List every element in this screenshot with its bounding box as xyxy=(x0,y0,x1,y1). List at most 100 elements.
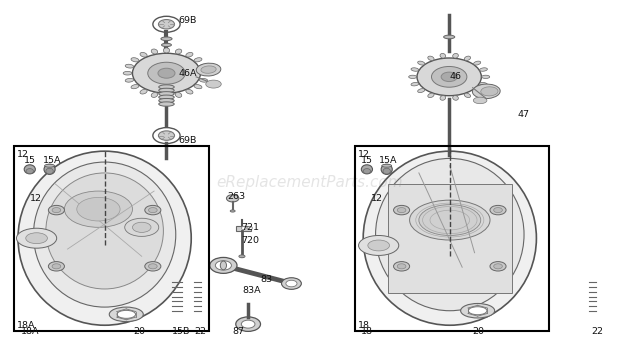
Circle shape xyxy=(149,264,157,269)
Ellipse shape xyxy=(161,100,172,104)
Text: 12: 12 xyxy=(17,150,29,159)
Circle shape xyxy=(145,205,161,215)
Circle shape xyxy=(394,262,410,271)
Ellipse shape xyxy=(419,205,480,236)
Ellipse shape xyxy=(206,80,221,88)
Text: 83: 83 xyxy=(260,276,273,284)
Ellipse shape xyxy=(428,93,434,98)
Ellipse shape xyxy=(230,210,235,212)
Ellipse shape xyxy=(159,102,174,106)
Ellipse shape xyxy=(474,61,480,65)
Ellipse shape xyxy=(44,164,55,174)
Text: 12: 12 xyxy=(358,150,370,159)
Ellipse shape xyxy=(159,98,174,103)
Ellipse shape xyxy=(199,78,208,82)
Ellipse shape xyxy=(162,43,172,47)
Ellipse shape xyxy=(461,304,495,318)
Text: 18A: 18A xyxy=(21,327,40,336)
Ellipse shape xyxy=(480,68,487,71)
Ellipse shape xyxy=(18,151,191,325)
Ellipse shape xyxy=(411,68,418,71)
Text: 22: 22 xyxy=(591,327,603,336)
Ellipse shape xyxy=(164,94,170,99)
Ellipse shape xyxy=(444,35,454,39)
Circle shape xyxy=(158,68,175,78)
Ellipse shape xyxy=(383,168,391,174)
Ellipse shape xyxy=(186,52,193,57)
Text: 20: 20 xyxy=(134,327,146,336)
Text: 18: 18 xyxy=(358,321,370,331)
Ellipse shape xyxy=(411,82,418,86)
Text: 83A: 83A xyxy=(242,286,260,295)
Bar xyxy=(388,184,512,293)
Circle shape xyxy=(226,195,239,202)
Circle shape xyxy=(490,262,506,271)
Circle shape xyxy=(215,261,231,270)
Ellipse shape xyxy=(382,164,392,167)
Circle shape xyxy=(149,207,157,213)
Ellipse shape xyxy=(133,222,151,232)
Ellipse shape xyxy=(201,71,210,75)
Text: 15: 15 xyxy=(361,157,373,166)
Ellipse shape xyxy=(472,84,500,99)
Text: 15A: 15A xyxy=(379,157,398,166)
Ellipse shape xyxy=(45,164,55,167)
Circle shape xyxy=(153,16,180,32)
Ellipse shape xyxy=(46,173,164,289)
Text: 22: 22 xyxy=(194,327,206,336)
Bar xyxy=(236,226,251,231)
Text: 263: 263 xyxy=(228,192,246,201)
Circle shape xyxy=(145,262,161,271)
Ellipse shape xyxy=(464,56,471,60)
Text: 20: 20 xyxy=(472,327,484,336)
Ellipse shape xyxy=(26,233,47,244)
Text: 46A: 46A xyxy=(179,70,197,78)
Ellipse shape xyxy=(474,88,480,92)
Circle shape xyxy=(494,207,502,213)
Ellipse shape xyxy=(239,255,245,258)
Ellipse shape xyxy=(464,93,471,98)
Ellipse shape xyxy=(77,197,120,221)
Ellipse shape xyxy=(410,200,490,240)
Circle shape xyxy=(417,58,481,96)
Text: 15A: 15A xyxy=(43,157,61,166)
Ellipse shape xyxy=(140,52,147,57)
Text: 69B: 69B xyxy=(179,136,197,145)
Circle shape xyxy=(159,20,174,29)
Ellipse shape xyxy=(159,92,174,96)
Text: 15B: 15B xyxy=(172,327,190,336)
Ellipse shape xyxy=(361,165,373,174)
Circle shape xyxy=(153,128,180,143)
Ellipse shape xyxy=(418,61,425,65)
Ellipse shape xyxy=(186,90,193,94)
Bar xyxy=(14,146,209,331)
Text: eReplacementParts.com: eReplacementParts.com xyxy=(216,174,404,190)
Ellipse shape xyxy=(482,75,490,79)
Circle shape xyxy=(286,280,297,287)
Text: 87: 87 xyxy=(232,327,245,336)
Circle shape xyxy=(133,53,200,93)
Circle shape xyxy=(148,62,185,84)
Ellipse shape xyxy=(151,92,157,98)
Text: 18A: 18A xyxy=(17,321,36,331)
Circle shape xyxy=(48,262,64,271)
Ellipse shape xyxy=(24,165,35,174)
Ellipse shape xyxy=(131,58,139,62)
Ellipse shape xyxy=(161,37,172,40)
Ellipse shape xyxy=(440,96,446,100)
Ellipse shape xyxy=(358,236,399,256)
Circle shape xyxy=(281,278,301,289)
Ellipse shape xyxy=(151,49,157,54)
Ellipse shape xyxy=(368,240,389,251)
Ellipse shape xyxy=(453,54,458,58)
Circle shape xyxy=(441,72,457,82)
Text: 721: 721 xyxy=(241,223,259,232)
Ellipse shape xyxy=(175,92,182,98)
Ellipse shape xyxy=(194,84,202,89)
Text: 69B: 69B xyxy=(179,16,197,25)
Ellipse shape xyxy=(418,88,425,92)
Circle shape xyxy=(432,67,467,87)
Circle shape xyxy=(241,320,255,328)
Ellipse shape xyxy=(468,307,487,315)
Ellipse shape xyxy=(159,95,174,99)
